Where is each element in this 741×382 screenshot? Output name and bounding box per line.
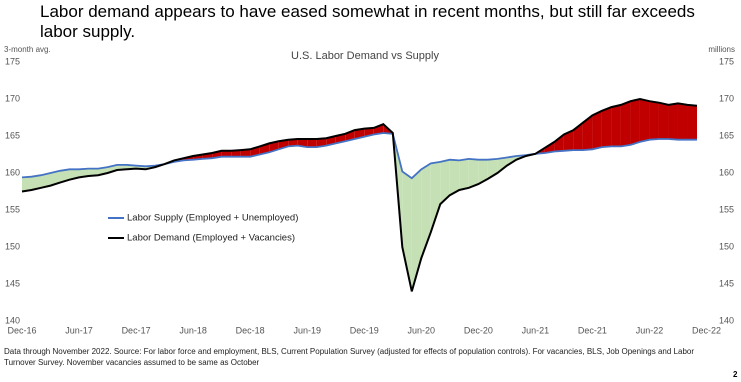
y2-tick-label: 175 <box>719 56 734 66</box>
x-tick-label: Dec-19 <box>350 325 379 335</box>
gap-fill <box>658 102 669 139</box>
gap-fill <box>60 169 70 183</box>
x-tick-label: Jun-17 <box>65 325 93 335</box>
y-axis-label: 3-month avg. <box>4 45 51 54</box>
gap-fill <box>497 157 507 173</box>
series-line <box>21 132 697 180</box>
y2-axis-label: millions <box>708 45 735 54</box>
legend-label: Labor Demand (Employed + Vacancies) <box>127 233 295 244</box>
x-tick-label: Dec-16 <box>7 325 36 335</box>
gap-fill <box>402 171 412 292</box>
gap-fill <box>449 159 460 196</box>
y2-tick-label: 140 <box>719 315 734 325</box>
x-tick-label: Jun-19 <box>293 325 321 335</box>
gap-fill <box>468 158 479 188</box>
gap-fill <box>41 173 51 188</box>
y2-tick-label: 155 <box>719 204 734 214</box>
gap-fill <box>421 163 431 259</box>
gap-fill <box>231 150 241 157</box>
x-tick-label: Jun-20 <box>408 325 436 335</box>
x-tick-label: Dec-18 <box>236 325 265 335</box>
footnote: Data through November 2022. Source: For … <box>4 347 695 367</box>
gap-fill <box>22 176 32 192</box>
y-tick-label: 145 <box>5 278 20 288</box>
y-tick-label: 150 <box>5 241 20 251</box>
x-tick-label: Dec-22 <box>692 325 721 335</box>
x-tick-label: Jun-21 <box>522 325 550 335</box>
gap-fill <box>478 159 488 185</box>
y2-tick-label: 145 <box>719 278 734 288</box>
gap-fill <box>582 115 593 151</box>
legend-label: Labor Supply (Employed + Unemployed) <box>127 213 298 224</box>
gap-fill <box>88 168 99 176</box>
gap-fill <box>440 159 450 205</box>
gap-fill <box>563 130 574 151</box>
gap-fill <box>592 110 602 150</box>
x-tick-label: Jun-22 <box>636 325 664 335</box>
gap-fill <box>573 122 583 151</box>
gap-fill <box>373 124 384 135</box>
chart-title: U.S. Labor Demand vs Supply <box>291 50 439 62</box>
chart: U.S. Labor Demand vs Supply 3-month avg.… <box>4 45 735 335</box>
heading: Labor demand appears to have eased somew… <box>40 2 695 41</box>
gap-fill <box>221 150 232 157</box>
gap-fill <box>620 101 631 147</box>
x-tick-label: Dec-17 <box>122 325 151 335</box>
gap-fill <box>601 107 612 148</box>
y-tick-label: 160 <box>5 167 20 177</box>
y2-tick-label: 170 <box>719 93 734 103</box>
gap-fill <box>50 170 61 186</box>
gap-fill <box>677 103 688 140</box>
gap-fill <box>611 104 621 147</box>
y-tick-label: 155 <box>5 204 20 214</box>
gap-fill <box>79 168 89 178</box>
gap-fill <box>649 101 659 140</box>
gap-fill <box>345 130 355 142</box>
gap-fill <box>639 99 650 142</box>
gap-fill <box>288 138 298 147</box>
y2-tick-label: 160 <box>719 167 734 177</box>
gap-fill <box>630 99 640 145</box>
x-tick-label: Jun-18 <box>179 325 207 335</box>
gap-fill <box>687 104 697 140</box>
page-number: 2 <box>733 370 738 379</box>
x-tick-label: Dec-20 <box>464 325 493 335</box>
gap-fill <box>316 138 327 148</box>
y-tick-label: 170 <box>5 93 20 103</box>
series-line <box>21 97 698 292</box>
gap-fill <box>240 149 251 157</box>
y-tick-label: 175 <box>5 56 20 66</box>
gap-fill <box>459 158 469 191</box>
gap-fill <box>31 175 42 191</box>
gap-fill <box>430 161 441 233</box>
gap-fill <box>411 169 422 292</box>
y-tick-label: 165 <box>5 130 20 140</box>
y2-tick-label: 150 <box>719 241 734 251</box>
gap-fill <box>544 141 555 154</box>
gap-fill <box>668 103 678 140</box>
y2-tick-label: 165 <box>719 130 734 140</box>
gap-fill <box>307 138 317 148</box>
y-tick-label: 140 <box>5 315 20 325</box>
gap-fill <box>554 134 564 152</box>
x-tick-label: Dec-21 <box>578 325 607 335</box>
